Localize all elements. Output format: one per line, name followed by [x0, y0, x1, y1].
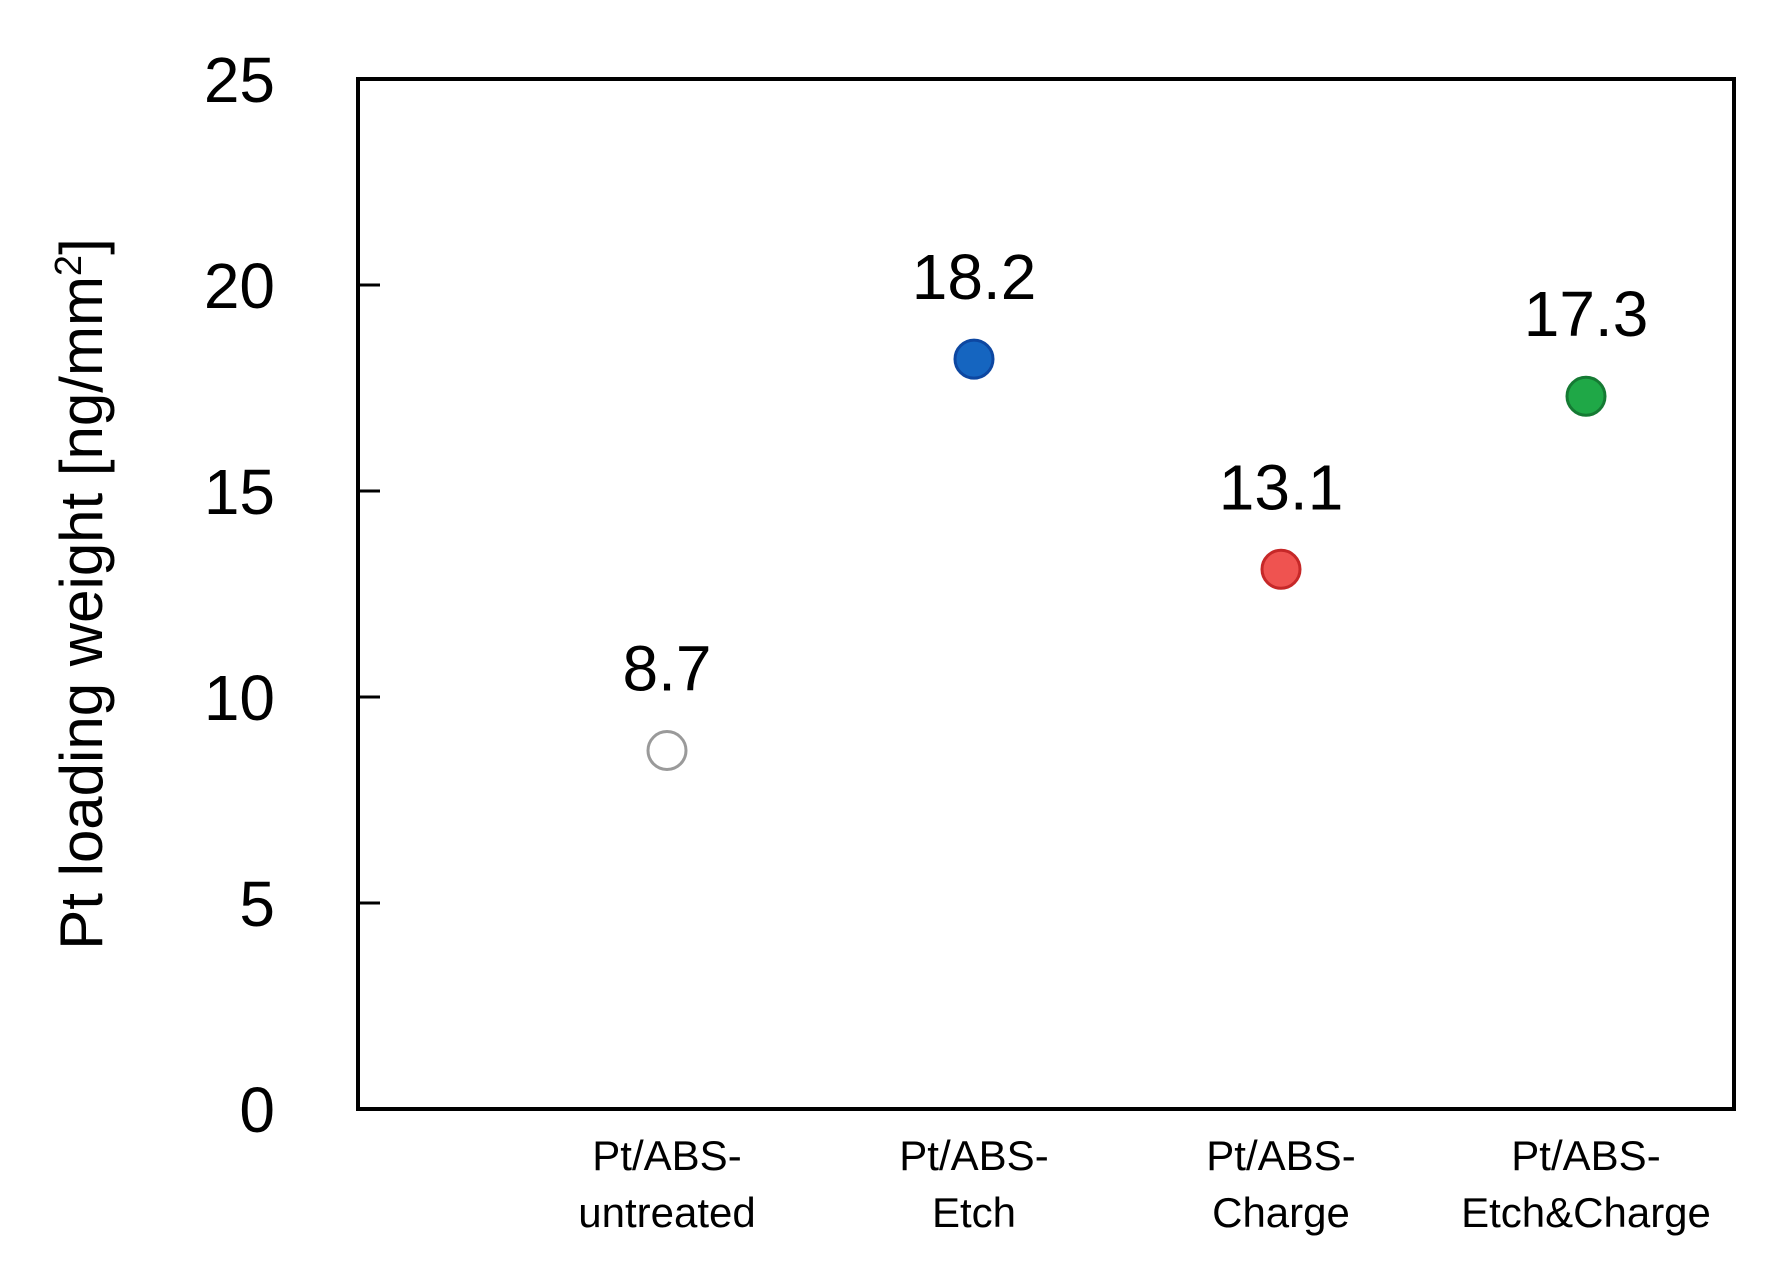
data-point	[1565, 375, 1607, 417]
x-category-label-line2: Charge	[1212, 1189, 1350, 1236]
x-category-label-line2: Etch&Charge	[1461, 1189, 1711, 1236]
y-tick-label: 25	[204, 44, 275, 116]
y-axis-title: Pt loading weight [ng/mm2]	[48, 238, 115, 950]
data-point	[646, 730, 688, 772]
x-axis-categories: Pt/ABS-untreated Pt/ABS- Etch Pt/ABS- Charge…	[578, 1132, 1711, 1236]
y-tick-label: 10	[204, 662, 275, 734]
plot-frame	[356, 77, 1736, 1111]
x-category-label-line1: Pt/ABS-	[1511, 1132, 1660, 1179]
x-category-label-line2: untreated	[578, 1189, 755, 1236]
data-point	[1260, 548, 1302, 590]
y-axis-title-superscript: 2	[48, 255, 90, 276]
y-tick-label: 15	[204, 456, 275, 528]
y-axis-ticks: 0 5 10 15 20 25	[204, 44, 380, 1146]
data-points: 8.7 18.2 13.1 17.3	[623, 241, 1649, 772]
data-label: 13.1	[1219, 451, 1344, 523]
y-tick-label: 20	[204, 250, 275, 322]
x-category-label-line1: Pt/ABS-	[1206, 1132, 1355, 1179]
x-category-label-line2: Etch	[932, 1189, 1016, 1236]
data-label: 17.3	[1524, 278, 1649, 350]
x-category-label-line1: Pt/ABS-	[899, 1132, 1048, 1179]
y-tick-label: 0	[239, 1074, 275, 1146]
x-category-label-line1: Pt/ABS-	[592, 1132, 741, 1179]
y-axis-title-main: Pt loading weight [ng/mm	[48, 276, 115, 950]
y-tick-label: 5	[239, 868, 275, 940]
data-label: 8.7	[623, 633, 712, 705]
y-axis-title-close: ]	[48, 238, 115, 255]
data-label: 18.2	[912, 241, 1037, 313]
data-point	[953, 338, 995, 380]
